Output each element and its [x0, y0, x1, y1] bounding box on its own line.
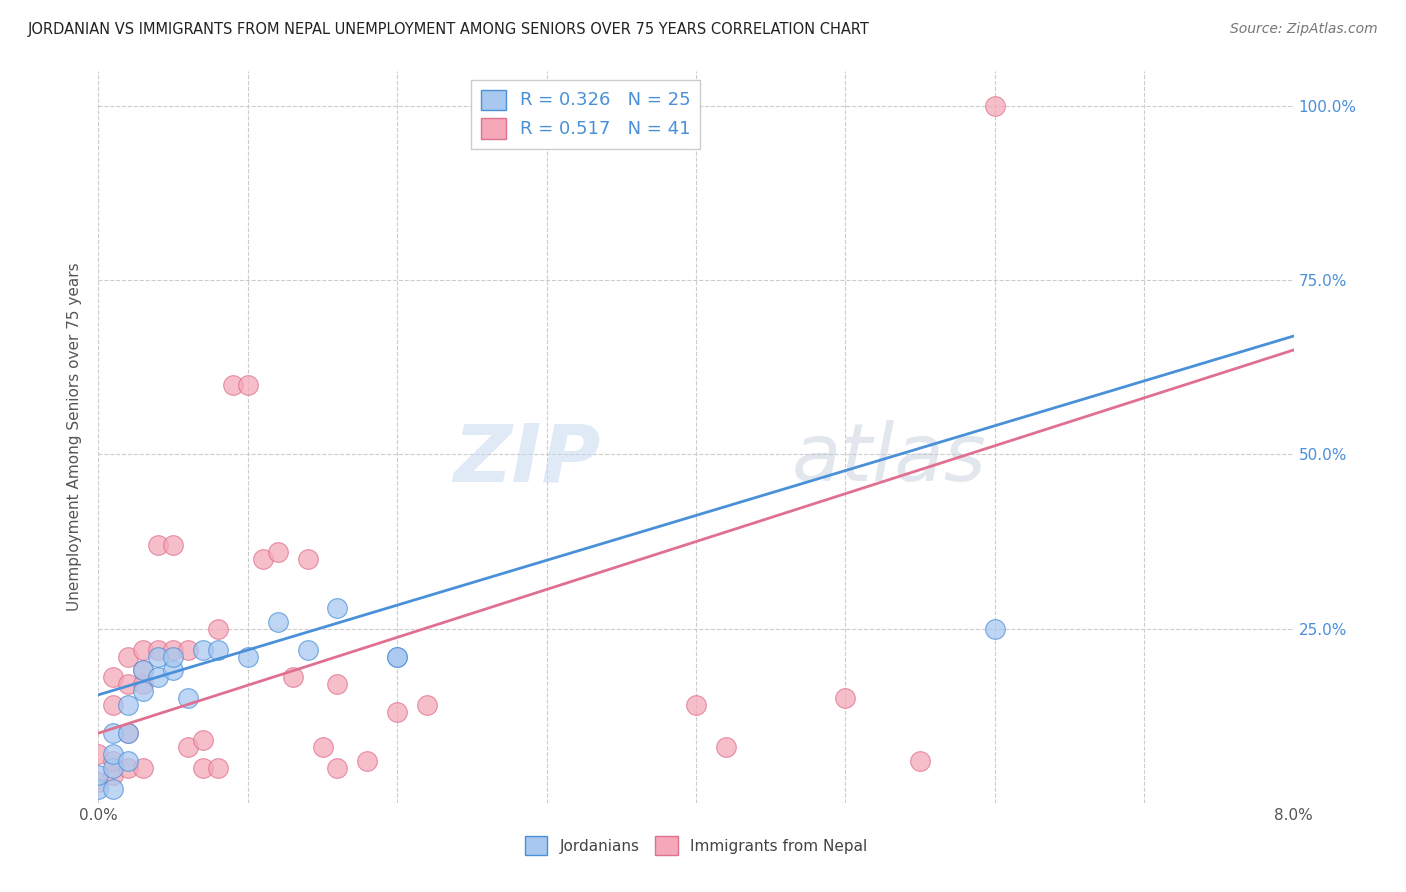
Point	[117, 698, 139, 713]
Point	[207, 622, 229, 636]
Point	[117, 649, 139, 664]
Point	[326, 761, 349, 775]
Point	[87, 781, 110, 796]
Point	[103, 768, 125, 782]
Point	[984, 99, 1007, 113]
Point	[267, 615, 290, 629]
Point	[103, 754, 125, 768]
Point	[267, 545, 290, 559]
Point	[103, 670, 125, 684]
Point	[297, 642, 319, 657]
Point	[252, 552, 274, 566]
Text: JORDANIAN VS IMMIGRANTS FROM NEPAL UNEMPLOYMENT AMONG SENIORS OVER 75 YEARS CORR: JORDANIAN VS IMMIGRANTS FROM NEPAL UNEMP…	[28, 22, 870, 37]
Point	[356, 754, 378, 768]
Point	[236, 377, 259, 392]
Point	[148, 649, 170, 664]
Point	[103, 781, 125, 796]
Point	[207, 761, 229, 775]
Point	[385, 649, 409, 664]
Point	[87, 768, 110, 782]
Point	[148, 642, 170, 657]
Point	[281, 670, 304, 684]
Point	[908, 754, 931, 768]
Point	[834, 691, 856, 706]
Point	[685, 698, 707, 713]
Point	[103, 726, 125, 740]
Point	[191, 733, 214, 747]
Text: Source: ZipAtlas.com: Source: ZipAtlas.com	[1230, 22, 1378, 37]
Point	[311, 740, 333, 755]
Point	[132, 677, 155, 691]
Point	[162, 642, 184, 657]
Point	[117, 761, 139, 775]
Point	[117, 726, 139, 740]
Point	[416, 698, 439, 713]
Point	[132, 664, 155, 678]
Point	[117, 677, 139, 691]
Point	[132, 664, 155, 678]
Point	[207, 642, 229, 657]
Point	[132, 761, 155, 775]
Point	[177, 740, 200, 755]
Text: atlas: atlas	[792, 420, 987, 498]
Point	[191, 761, 214, 775]
Point	[87, 775, 110, 789]
Point	[385, 649, 409, 664]
Point	[103, 747, 125, 761]
Point	[385, 705, 409, 719]
Point	[222, 377, 245, 392]
Point	[236, 649, 259, 664]
Point	[177, 642, 200, 657]
Point	[714, 740, 737, 755]
Point	[326, 677, 349, 691]
Point	[162, 649, 184, 664]
Legend: Jordanians, Immigrants from Nepal: Jordanians, Immigrants from Nepal	[519, 830, 873, 861]
Point	[177, 691, 200, 706]
Point	[148, 538, 170, 552]
Point	[132, 642, 155, 657]
Point	[297, 552, 319, 566]
Point	[117, 726, 139, 740]
Point	[148, 670, 170, 684]
Point	[162, 538, 184, 552]
Point	[984, 622, 1007, 636]
Point	[103, 761, 125, 775]
Point	[162, 664, 184, 678]
Point	[87, 747, 110, 761]
Point	[191, 642, 214, 657]
Point	[103, 698, 125, 713]
Text: ZIP: ZIP	[453, 420, 600, 498]
Point	[326, 600, 349, 615]
Y-axis label: Unemployment Among Seniors over 75 years: Unemployment Among Seniors over 75 years	[67, 263, 83, 611]
Point	[132, 684, 155, 698]
Point	[117, 754, 139, 768]
